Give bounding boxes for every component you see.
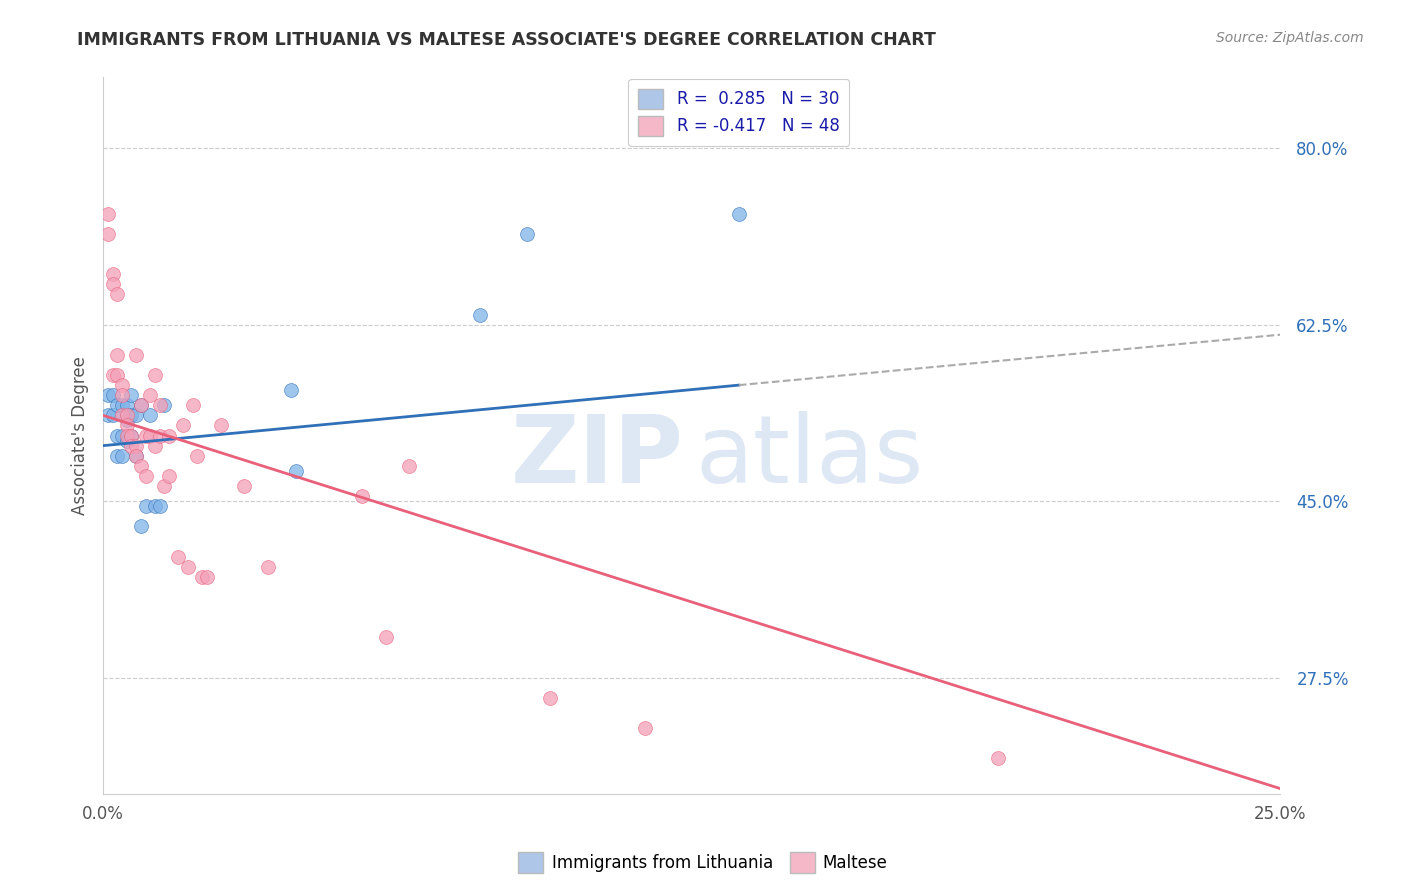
Point	[111, 449, 134, 463]
Point	[111, 378, 134, 392]
Point	[105, 287, 128, 301]
Point	[195, 570, 218, 584]
Point	[149, 499, 172, 513]
Point	[105, 368, 128, 382]
Legend: Immigrants from Lithuania, Maltese: Immigrants from Lithuania, Maltese	[512, 846, 894, 880]
Point	[129, 519, 152, 533]
Point	[177, 559, 200, 574]
Point	[105, 428, 128, 442]
Point	[139, 428, 162, 442]
Point	[172, 418, 194, 433]
Point	[101, 368, 124, 382]
Point	[149, 428, 172, 442]
Point	[125, 348, 148, 362]
Point	[540, 690, 562, 705]
Point	[352, 489, 374, 503]
Point	[149, 398, 172, 412]
Point	[115, 413, 138, 427]
Point	[157, 469, 180, 483]
Point	[97, 409, 120, 423]
Point	[143, 499, 166, 513]
Point	[120, 409, 142, 423]
Point	[139, 388, 162, 402]
Point	[285, 464, 308, 478]
Point	[157, 428, 180, 442]
Point	[105, 449, 128, 463]
Point	[97, 388, 120, 402]
Point	[257, 559, 280, 574]
Point	[727, 206, 749, 220]
Point	[120, 439, 142, 453]
Point	[105, 398, 128, 412]
Point	[153, 398, 176, 412]
Point	[97, 227, 120, 241]
Point	[186, 449, 208, 463]
Point	[153, 479, 176, 493]
Point	[115, 434, 138, 448]
Point	[129, 458, 152, 473]
Point	[129, 398, 152, 412]
Point	[181, 398, 204, 412]
Point	[125, 409, 148, 423]
Point	[105, 348, 128, 362]
Point	[129, 398, 152, 412]
Point	[374, 630, 396, 644]
Point	[139, 409, 162, 423]
Legend: R =  0.285   N = 30, R = -0.417   N = 48: R = 0.285 N = 30, R = -0.417 N = 48	[628, 78, 849, 146]
Point	[120, 428, 142, 442]
Point	[134, 428, 156, 442]
Point	[209, 418, 232, 433]
Point	[633, 721, 655, 735]
Point	[398, 458, 420, 473]
Point	[101, 388, 124, 402]
Point	[101, 267, 124, 281]
Point	[167, 549, 190, 564]
Point	[101, 277, 124, 292]
Point	[125, 439, 148, 453]
Point	[101, 409, 124, 423]
Point	[115, 418, 138, 433]
Point	[516, 227, 538, 241]
Point	[111, 428, 134, 442]
Point	[280, 383, 302, 397]
Point	[120, 388, 142, 402]
Text: atlas: atlas	[696, 411, 924, 503]
Point	[111, 409, 134, 423]
Point	[111, 388, 134, 402]
Point	[120, 428, 142, 442]
Text: ZIP: ZIP	[512, 411, 683, 503]
Point	[143, 368, 166, 382]
Point	[468, 308, 491, 322]
Point	[97, 206, 120, 220]
Point	[134, 469, 156, 483]
Point	[134, 499, 156, 513]
Y-axis label: Associate's Degree: Associate's Degree	[72, 356, 89, 515]
Point	[111, 398, 134, 412]
Point	[125, 449, 148, 463]
Point	[115, 398, 138, 412]
Point	[143, 439, 166, 453]
Point	[115, 428, 138, 442]
Point	[115, 409, 138, 423]
Point	[987, 751, 1010, 765]
Point	[191, 570, 214, 584]
Text: Source: ZipAtlas.com: Source: ZipAtlas.com	[1216, 31, 1364, 45]
Point	[233, 479, 256, 493]
Text: IMMIGRANTS FROM LITHUANIA VS MALTESE ASSOCIATE'S DEGREE CORRELATION CHART: IMMIGRANTS FROM LITHUANIA VS MALTESE ASS…	[77, 31, 936, 49]
Point	[125, 449, 148, 463]
